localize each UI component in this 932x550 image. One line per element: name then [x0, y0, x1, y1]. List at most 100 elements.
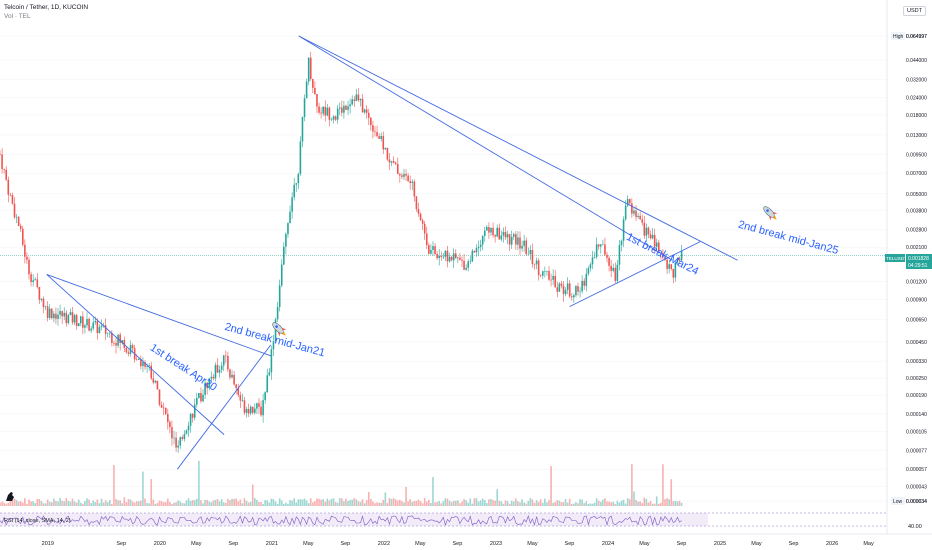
volume-bar [376, 502, 378, 506]
candle-body [26, 256, 28, 260]
volume-bar [0, 502, 1, 506]
candle-body [622, 219, 625, 241]
volume-bar [670, 479, 673, 506]
candle-body [11, 195, 14, 204]
volume-bar [193, 500, 196, 506]
candle-body [295, 183, 298, 185]
volume-bar [593, 502, 596, 506]
price-axis: 0.064997 0.044000 0.032000 0.024000 0.018000… [906, 34, 927, 505]
volume-bar [432, 477, 434, 506]
candle-body [452, 253, 455, 261]
candle-body [608, 257, 610, 266]
candle-body [488, 227, 490, 233]
candle-body [38, 287, 41, 300]
candle-body [258, 403, 260, 407]
volume-bar [59, 498, 61, 506]
candle-body [36, 279, 39, 288]
candle-body [307, 57, 310, 82]
volume-bar [156, 502, 159, 506]
volume-bar [486, 503, 488, 506]
currency-button[interactable]: USDT [903, 6, 926, 16]
rsi-label: RSI (14, close, SMA, 14, 2) [4, 518, 71, 524]
candle-body [196, 397, 198, 405]
volume-bar [527, 500, 530, 506]
candle-body [142, 362, 144, 367]
volume-bar [452, 500, 455, 506]
volume-bar [394, 499, 397, 506]
volume-bar [15, 500, 18, 506]
volume-bar [570, 503, 573, 506]
svg-text:Low: Low [893, 499, 903, 505]
candle-body [463, 260, 465, 270]
candle-body [59, 311, 61, 315]
price-tick-label: 0.002100 [906, 245, 927, 251]
volume-bar [208, 501, 211, 506]
candle-body [446, 250, 449, 262]
candle-body [355, 94, 358, 101]
price-tick-label: 0.000650 [906, 317, 927, 323]
volume-bar [77, 499, 80, 506]
candle-body [200, 392, 202, 402]
volume-bar [355, 499, 358, 506]
candle-body [183, 433, 186, 440]
time-tick-label: 2020 [154, 541, 166, 547]
volume-bar [343, 501, 345, 506]
volume-bar [628, 499, 631, 506]
volume-bar [560, 502, 563, 506]
candle-body [399, 174, 401, 176]
price-tick-label: 0.000043 [906, 485, 927, 491]
candle-body [283, 246, 285, 265]
volume-bar [289, 499, 291, 506]
volume-bar [351, 499, 353, 506]
candle-body [330, 119, 333, 121]
volume-bar [13, 498, 16, 506]
candle-body [233, 374, 235, 385]
volume-bar [434, 502, 436, 506]
candle-body [150, 365, 153, 379]
candle-body [272, 341, 275, 350]
candle-body [388, 159, 391, 163]
volume-bar [291, 500, 293, 506]
volume-bar [359, 501, 362, 506]
candle-body [243, 400, 246, 413]
volume-bar [278, 498, 281, 506]
trendline [569, 241, 701, 308]
volume-bar [239, 499, 242, 506]
candle-body [278, 285, 281, 308]
volume-label: Vol · TEL [4, 13, 31, 20]
rsi-value: 40.00 [908, 524, 922, 530]
volume-bar [539, 499, 542, 506]
volume-bar [138, 501, 140, 506]
volume-bar [446, 498, 449, 506]
volume-bar [158, 500, 161, 506]
candle-body [280, 264, 283, 286]
candle-body [17, 216, 20, 226]
candle-body [583, 280, 586, 286]
candle-body [628, 199, 631, 204]
candle-body [645, 227, 648, 236]
volume-bar [332, 498, 335, 506]
candle-body [486, 227, 488, 231]
candle-body [438, 255, 441, 259]
volume-bar [558, 500, 561, 506]
volume-bar [84, 501, 86, 506]
candle-body [560, 283, 563, 286]
volume-bar [604, 498, 606, 506]
volume-bar [38, 499, 41, 506]
candle-body [444, 250, 447, 257]
volume-bar [512, 501, 515, 506]
candle-body [386, 147, 389, 160]
volume-bar [53, 498, 55, 506]
volume-bar [191, 500, 194, 506]
volume-bar [109, 500, 111, 506]
candle-body [531, 250, 534, 264]
volume-bar [274, 501, 277, 506]
volume-bar [566, 502, 569, 506]
price-tick-label: 0.007000 [906, 171, 927, 177]
candle-body [382, 136, 385, 150]
volume-bar [46, 499, 49, 506]
volume-bar [152, 499, 155, 506]
candle-body [506, 234, 509, 238]
